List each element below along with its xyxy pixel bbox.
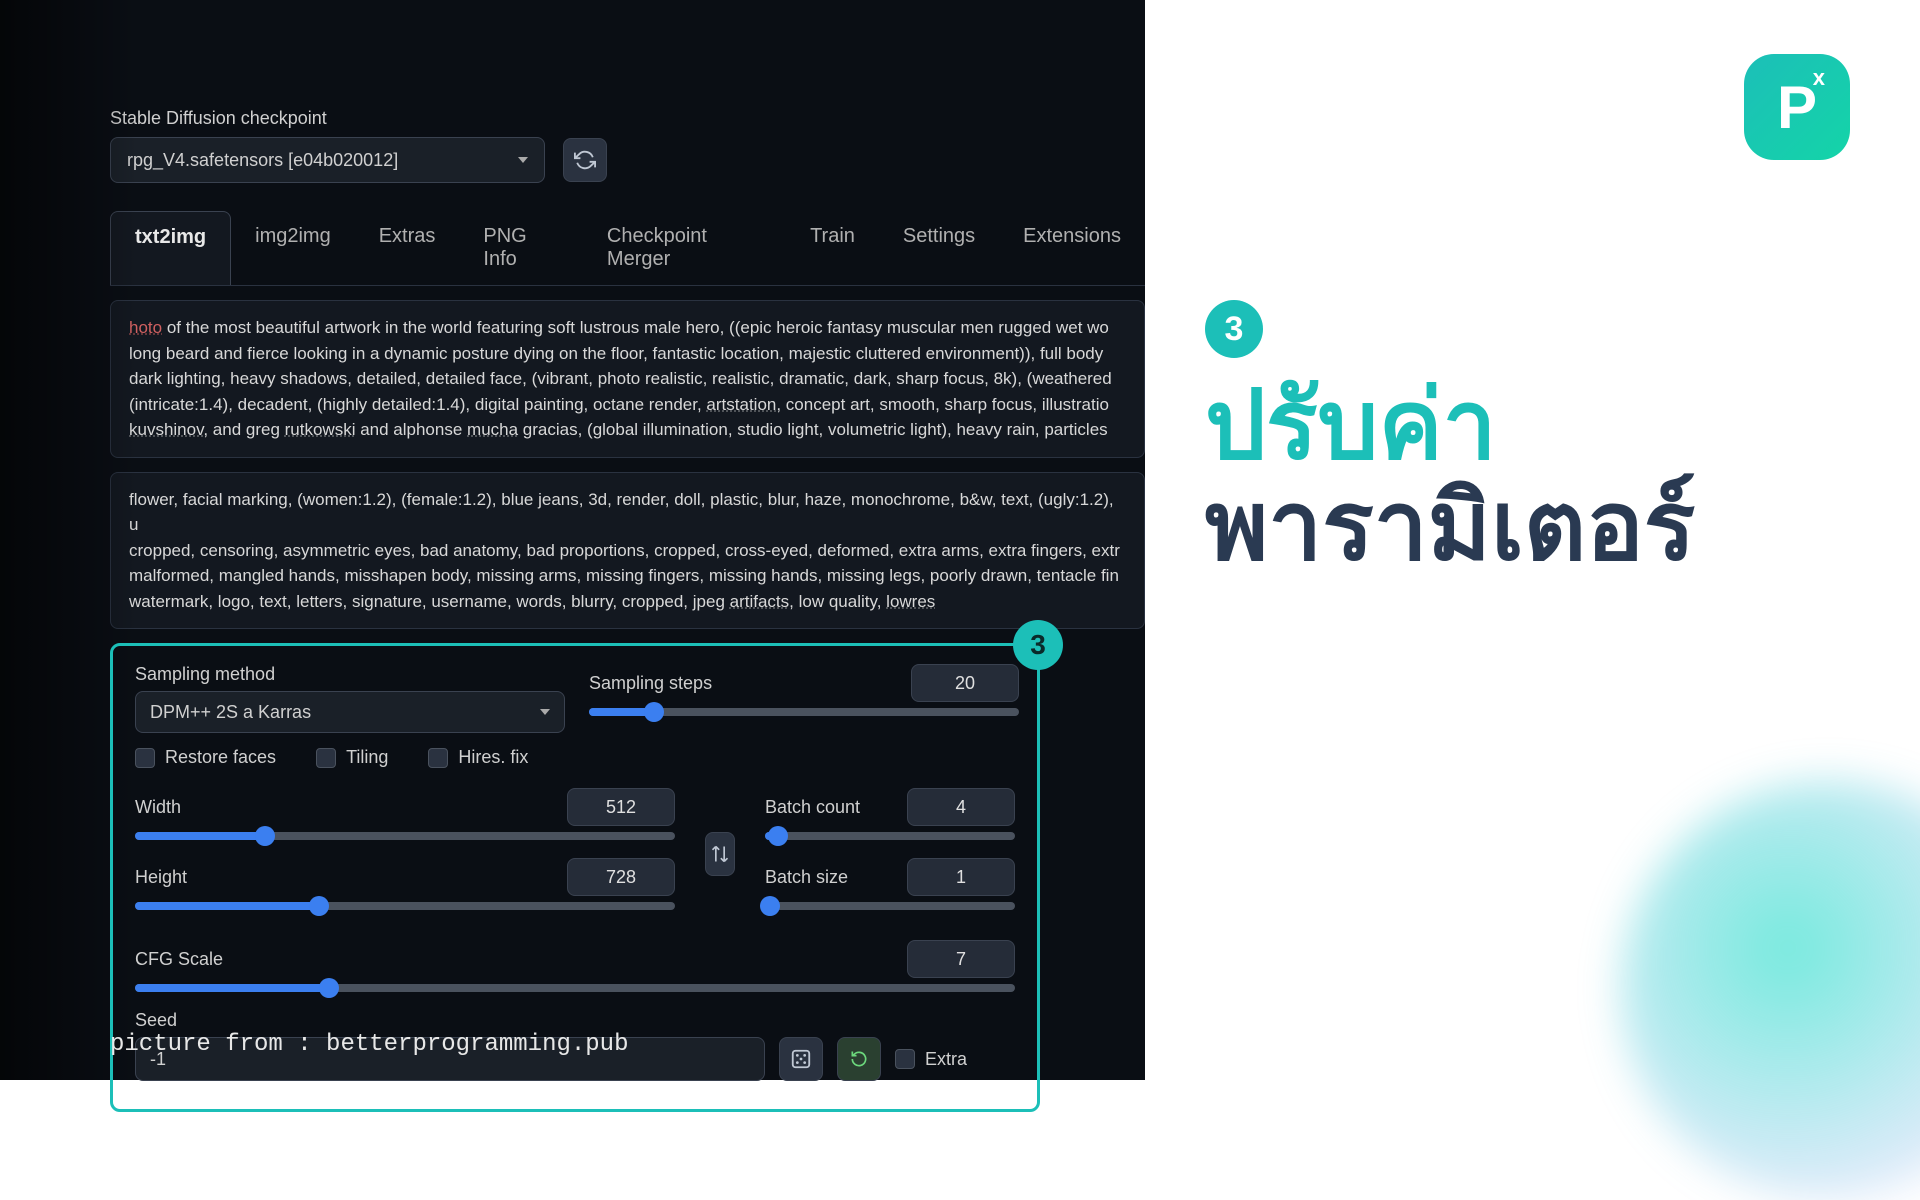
title-line-1: ปรับค่า (1205, 376, 1860, 477)
checkpoint-select[interactable]: rpg_V4.safetensors [e04b020012] (110, 137, 545, 183)
swap-icon (710, 844, 730, 864)
cfg-scale-value[interactable]: 7 (907, 940, 1015, 978)
checkbox-icon (895, 1049, 915, 1069)
negative-prompt-textarea[interactable]: flower, facial marking, (women:1.2), (fe… (110, 472, 1145, 630)
tab-settings[interactable]: Settings (879, 211, 999, 285)
batch-count-value[interactable]: 4 (907, 788, 1015, 826)
width-slider[interactable] (135, 832, 675, 840)
checkpoint-row: rpg_V4.safetensors [e04b020012] (110, 137, 1145, 183)
tab-train[interactable]: Train (786, 211, 879, 285)
checkbox-icon (135, 748, 155, 768)
cfg-section: CFG Scale 7 (135, 940, 1015, 992)
tab-txt2img[interactable]: txt2img (110, 211, 231, 285)
prompt-textarea[interactable]: hoto of the most beautiful artwork in th… (110, 300, 1145, 458)
swap-dimensions-button[interactable] (705, 832, 735, 876)
batch-size-label: Batch size (765, 867, 848, 888)
dice-icon (790, 1048, 812, 1070)
batch-count-slider[interactable] (765, 832, 1015, 840)
restore-faces-checkbox[interactable]: Restore faces (135, 747, 276, 768)
width-label: Width (135, 797, 181, 818)
checkbox-icon (428, 748, 448, 768)
chevron-down-icon (540, 709, 550, 715)
extra-checkbox[interactable]: Extra (895, 1049, 967, 1070)
hires-fix-checkbox[interactable]: Hires. fix (428, 747, 528, 768)
checkbox-row: Restore faces Tiling Hires. fix (135, 747, 1015, 768)
image-credit: picture from : betterprogramming.pub (110, 1031, 628, 1058)
sampling-method-select[interactable]: DPM++ 2S a Karras (135, 691, 565, 733)
sampling-method-value: DPM++ 2S a Karras (150, 702, 311, 723)
refresh-icon (574, 149, 596, 171)
logo-letter: P x (1777, 73, 1817, 142)
sampling-method-label: Sampling method (135, 664, 565, 685)
tab-pnginfo[interactable]: PNG Info (459, 211, 583, 285)
step-badge-overlay: 3 (1013, 620, 1063, 670)
cfg-scale-slider[interactable] (135, 984, 1015, 992)
sampling-steps-value[interactable]: 20 (911, 664, 1019, 702)
width-value[interactable]: 512 (567, 788, 675, 826)
checkpoint-value: rpg_V4.safetensors [e04b020012] (127, 150, 398, 171)
recycle-icon (849, 1049, 869, 1069)
step-number-badge: 3 (1205, 300, 1263, 358)
height-slider[interactable] (135, 902, 675, 910)
logo-x: x (1813, 65, 1825, 91)
dimensions-section: Width 512 Height 728 (135, 788, 1015, 928)
title-line-2: พารามิเตอร์ (1205, 477, 1860, 578)
tab-checkpoint-merger[interactable]: Checkpoint Merger (583, 211, 786, 285)
height-label: Height (135, 867, 187, 888)
tabs: txt2img img2img Extras PNG Info Checkpoi… (110, 211, 1145, 286)
height-value[interactable]: 728 (567, 858, 675, 896)
batch-count-label: Batch count (765, 797, 860, 818)
reuse-seed-button[interactable] (837, 1037, 881, 1081)
logo: P x (1744, 54, 1850, 160)
sampling-row: Sampling method DPM++ 2S a Karras Sampli… (135, 664, 1015, 733)
screenshot-panel: Stable Diffusion checkpoint rpg_V4.safet… (0, 0, 1145, 1080)
sampling-steps-label: Sampling steps (589, 673, 712, 694)
tab-img2img[interactable]: img2img (231, 211, 355, 285)
checkpoint-label: Stable Diffusion checkpoint (110, 108, 1145, 129)
batch-size-slider[interactable] (765, 902, 1015, 910)
decorative-blob (1620, 780, 1920, 1200)
random-seed-button[interactable] (779, 1037, 823, 1081)
sampling-steps-slider[interactable] (589, 708, 1019, 716)
chevron-down-icon (518, 157, 528, 163)
checkbox-icon (316, 748, 336, 768)
batch-size-value[interactable]: 1 (907, 858, 1015, 896)
tab-extensions[interactable]: Extensions (999, 211, 1145, 285)
seed-label: Seed (135, 1010, 1015, 1031)
refresh-button[interactable] (563, 138, 607, 182)
tab-extras[interactable]: Extras (355, 211, 460, 285)
cfg-scale-label: CFG Scale (135, 949, 223, 970)
tiling-checkbox[interactable]: Tiling (316, 747, 388, 768)
info-panel: P x 3 ปรับค่า พารามิเตอร์ (1145, 0, 1920, 1080)
